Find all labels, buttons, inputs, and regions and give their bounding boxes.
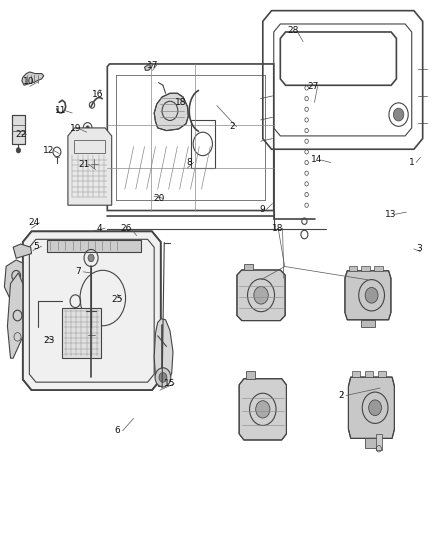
Text: 2: 2 bbox=[339, 391, 344, 400]
Bar bbox=[374, 266, 383, 271]
Circle shape bbox=[86, 126, 89, 130]
Bar bbox=[12, 115, 25, 144]
Polygon shape bbox=[7, 273, 23, 358]
Bar bbox=[352, 371, 360, 377]
Text: 17: 17 bbox=[147, 61, 158, 69]
Polygon shape bbox=[23, 231, 161, 390]
Text: 27: 27 bbox=[307, 82, 319, 91]
Circle shape bbox=[254, 287, 268, 304]
Bar bbox=[47, 240, 141, 252]
Bar bbox=[349, 266, 357, 271]
Circle shape bbox=[16, 148, 21, 153]
Text: 25: 25 bbox=[112, 295, 123, 304]
Text: 16: 16 bbox=[92, 91, 103, 99]
Text: 15: 15 bbox=[164, 379, 176, 388]
Text: 11: 11 bbox=[55, 107, 66, 115]
Text: 26: 26 bbox=[120, 224, 132, 232]
Polygon shape bbox=[13, 244, 32, 259]
Circle shape bbox=[365, 287, 378, 303]
Text: 10: 10 bbox=[23, 77, 34, 86]
Text: 4: 4 bbox=[97, 224, 102, 232]
Polygon shape bbox=[345, 271, 391, 320]
Text: 20: 20 bbox=[153, 194, 164, 203]
Text: 22: 22 bbox=[15, 130, 27, 139]
Text: 1: 1 bbox=[409, 158, 415, 167]
Text: 18: 18 bbox=[175, 98, 186, 107]
Text: 9: 9 bbox=[259, 205, 265, 214]
Bar bbox=[364, 438, 378, 448]
Polygon shape bbox=[239, 378, 286, 440]
Text: 12: 12 bbox=[43, 146, 55, 155]
Polygon shape bbox=[68, 128, 112, 205]
Bar bbox=[246, 372, 255, 378]
Circle shape bbox=[369, 400, 381, 416]
Circle shape bbox=[256, 401, 270, 418]
Polygon shape bbox=[237, 270, 285, 320]
Bar bbox=[191, 120, 215, 168]
Polygon shape bbox=[145, 63, 152, 70]
Text: 6: 6 bbox=[114, 426, 120, 435]
Text: 7: 7 bbox=[75, 268, 81, 276]
Text: 8: 8 bbox=[186, 158, 192, 167]
Circle shape bbox=[159, 373, 167, 382]
Text: 23: 23 bbox=[43, 336, 55, 344]
Bar bbox=[62, 308, 101, 358]
Text: 5: 5 bbox=[33, 242, 39, 251]
Circle shape bbox=[393, 108, 404, 121]
Text: 14: 14 bbox=[311, 156, 322, 164]
Bar bbox=[74, 140, 105, 154]
Text: 18: 18 bbox=[272, 224, 284, 232]
Polygon shape bbox=[4, 260, 23, 298]
Text: 13: 13 bbox=[385, 210, 396, 219]
Bar bbox=[378, 371, 386, 377]
Polygon shape bbox=[154, 93, 188, 131]
Circle shape bbox=[155, 368, 171, 387]
Bar bbox=[361, 320, 375, 327]
Text: 21: 21 bbox=[78, 160, 90, 168]
Bar bbox=[12, 115, 25, 144]
Polygon shape bbox=[348, 377, 394, 438]
Text: 3: 3 bbox=[417, 245, 423, 253]
Polygon shape bbox=[154, 319, 173, 386]
Text: 19: 19 bbox=[70, 125, 81, 133]
Text: 2: 2 bbox=[230, 123, 235, 131]
Bar bbox=[376, 434, 382, 450]
Bar bbox=[361, 266, 370, 271]
Bar bbox=[365, 371, 373, 377]
Text: 28: 28 bbox=[287, 27, 298, 35]
Polygon shape bbox=[22, 72, 44, 85]
Text: 24: 24 bbox=[28, 219, 40, 227]
Bar bbox=[244, 264, 253, 270]
Circle shape bbox=[88, 254, 94, 262]
